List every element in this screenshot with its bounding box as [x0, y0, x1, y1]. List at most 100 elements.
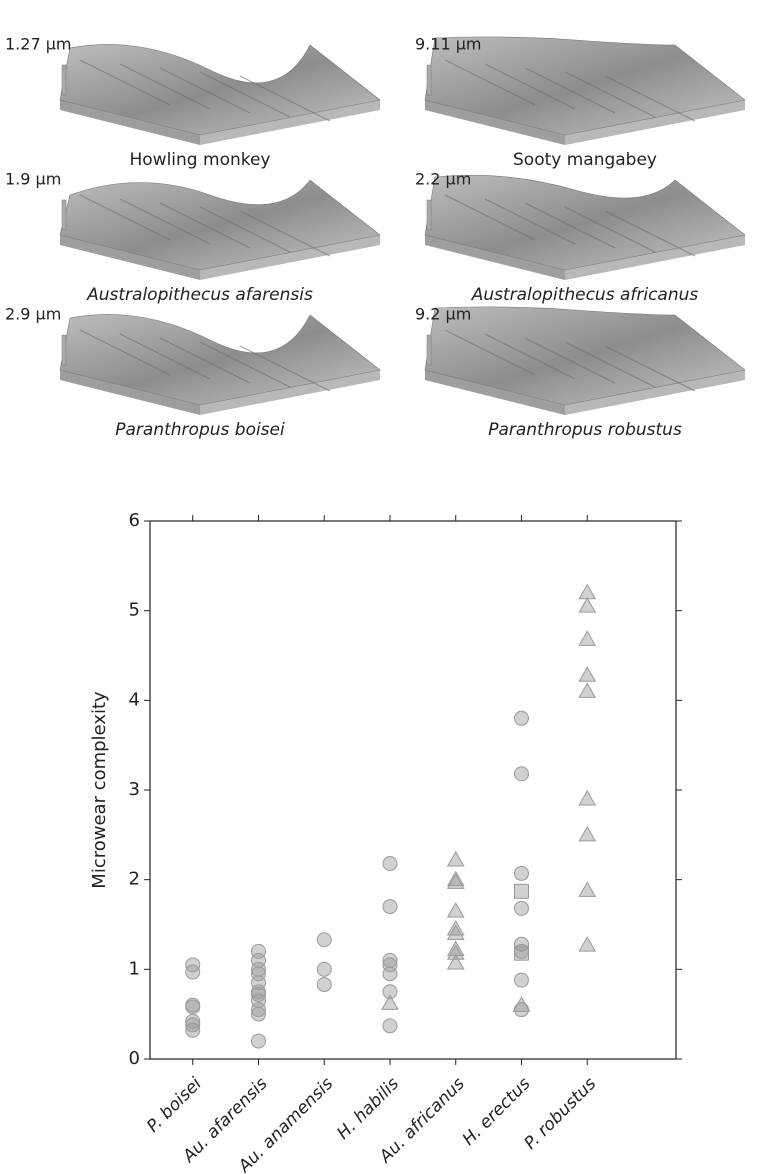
surface-texture [159, 67, 251, 114]
y-tick-label: 1 [129, 958, 140, 979]
panel-caption: Paranthropus boisei [115, 420, 285, 440]
surface-texture [119, 333, 211, 380]
data-point [185, 999, 201, 1015]
scale-bar [61, 199, 67, 231]
data-point [382, 952, 398, 968]
surface-texture [119, 198, 211, 245]
y-tick-label: 0 [129, 1048, 140, 1069]
data-point [446, 873, 465, 889]
surface-texture [79, 194, 171, 241]
data-point [446, 902, 465, 918]
surface-top [424, 174, 746, 271]
y-tick-label: 5 [129, 600, 140, 621]
surface-side [60, 370, 200, 415]
data-point [513, 945, 529, 961]
data-point [250, 1002, 266, 1018]
data-point [578, 666, 597, 682]
scale-bar [426, 334, 432, 366]
data-point [513, 972, 529, 988]
surface-front [565, 235, 745, 280]
surface-texture [444, 59, 536, 106]
data-point [250, 966, 266, 982]
data-point [446, 944, 465, 960]
data-point [382, 1018, 398, 1034]
surface-side [60, 100, 200, 145]
data-point [250, 952, 266, 968]
y-tick-label: 4 [129, 689, 140, 710]
panel-caption: Australopithecus africanus [471, 285, 699, 305]
surface-texture [239, 345, 331, 392]
data-point [185, 1017, 201, 1033]
surface-texture [604, 345, 696, 392]
scale-label: 1.9 µm [5, 170, 61, 189]
surface-texture [604, 210, 696, 257]
surface-texture [239, 75, 331, 122]
surface-panel: 9.2 µm Paranthropus robustus [415, 305, 746, 440]
scale-label: 9.11 µm [415, 35, 481, 54]
surface-top [59, 44, 381, 136]
data-point [185, 1022, 201, 1038]
surface-front [200, 370, 380, 415]
data-point [250, 993, 266, 1009]
surface-texture [484, 63, 576, 110]
data-point [513, 865, 529, 881]
x-tick-label: P. boisei [143, 1074, 206, 1137]
y-axis-label: Microwear complexity [89, 691, 110, 889]
surface-texture [484, 333, 576, 380]
data-point [513, 710, 529, 726]
surface-front [565, 100, 745, 145]
data-point [578, 682, 597, 698]
data-point [382, 984, 398, 1000]
surface-texture [564, 71, 656, 118]
data-point [381, 994, 399, 1010]
surface-side [425, 100, 565, 145]
y-tick-label: 2 [129, 869, 140, 890]
data-point [446, 850, 465, 867]
surface-side [60, 235, 200, 280]
surface-texture [564, 341, 656, 388]
surface-texture [199, 206, 291, 253]
surface-top [59, 314, 381, 406]
data-point [513, 766, 529, 782]
data-point [250, 986, 266, 1002]
data-point [185, 964, 201, 980]
x-tick-label: P. robustus [521, 1074, 601, 1154]
data-point [316, 961, 332, 977]
surface-texture [79, 59, 171, 106]
data-point [578, 597, 597, 613]
surface-panel: 2.9 µm Paranthropus boisei [5, 305, 381, 440]
data-point [382, 966, 398, 982]
surface-texture [524, 67, 616, 114]
surface-top [424, 306, 746, 406]
scale-label: 9.2 µm [415, 305, 471, 324]
surface-panel: 9.11 µm Sooty mangabey [415, 35, 746, 170]
data-point [382, 957, 398, 973]
surface-texture [524, 337, 616, 384]
surface-texture [524, 202, 616, 249]
panel-caption: Australopithecus afarensis [86, 285, 313, 305]
data-point [513, 900, 529, 916]
data-point [250, 1006, 266, 1022]
data-point [578, 630, 597, 646]
y-tick-label: 3 [129, 779, 140, 800]
data-point [382, 899, 398, 915]
surface-texture [79, 329, 171, 376]
surface-top [424, 36, 746, 136]
surface-texture [484, 198, 576, 245]
data-point [513, 883, 529, 899]
data-point [578, 825, 597, 842]
data-point [578, 789, 597, 806]
surface-texture [199, 71, 291, 118]
data-point [578, 583, 597, 600]
surface-texture [159, 202, 251, 249]
data-point [185, 1013, 201, 1029]
scale-label: 2.2 µm [415, 170, 471, 189]
panel-caption: Paranthropus robustus [488, 420, 682, 440]
y-tick-label: 6 [129, 510, 140, 531]
scale-bar [61, 64, 67, 96]
surface-texture [159, 337, 251, 384]
data-point [513, 1002, 529, 1018]
